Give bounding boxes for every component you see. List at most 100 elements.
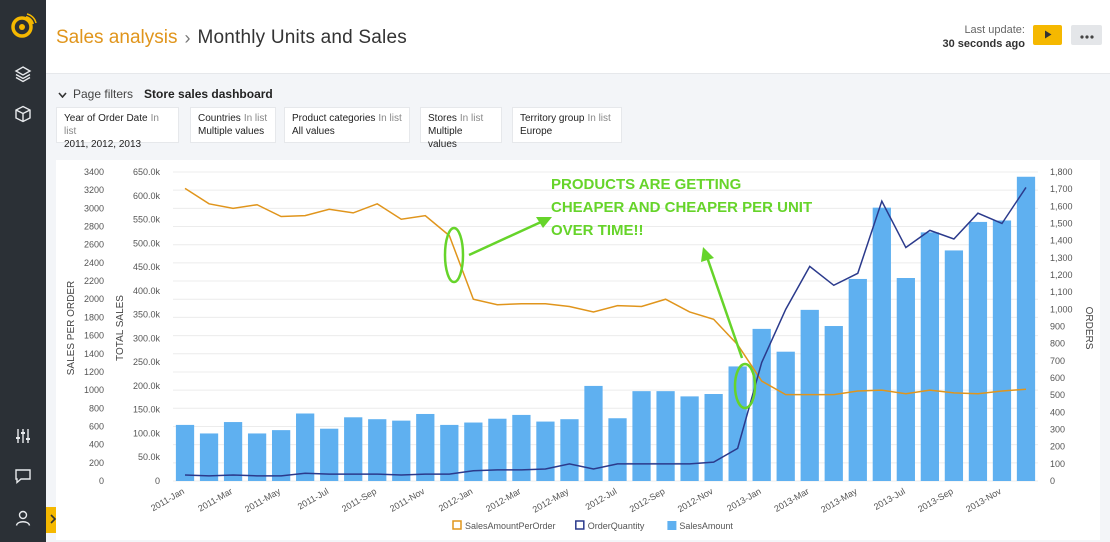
sales-amount-bar	[800, 309, 819, 481]
annotation-text: PRODUCTS ARE GETTING	[551, 176, 741, 193]
filter-card-countries[interactable]: Countries In list Multiple values	[190, 107, 276, 143]
total-sales-tick-label: 100.0k	[133, 428, 161, 438]
total-sales-tick-label: 450.0k	[133, 262, 161, 272]
sales-amount-bar	[416, 413, 435, 481]
filter-operator: In list	[64, 113, 159, 137]
last-update-label: Last update:	[964, 24, 1025, 36]
sales-per-order-tick-label: 1600	[84, 331, 104, 341]
orders-tick-label: 1,500	[1050, 219, 1073, 229]
sales-per-order-axis-title: SALES PER ORDER	[66, 281, 77, 375]
sales-amount-bar	[344, 417, 363, 481]
sales-amount-bar	[392, 420, 411, 481]
sales-amount-bar	[223, 422, 243, 481]
layers-icon[interactable]	[11, 62, 35, 86]
x-tick-label: 2013-Mar	[772, 486, 810, 514]
filter-name: Year of Order Date	[64, 113, 148, 124]
sales-amount-bar	[247, 433, 267, 481]
sales-amount-bar	[872, 207, 891, 481]
filter-value: Multiple values	[198, 126, 265, 137]
filter-value: 2011, 2012, 2013	[64, 139, 142, 150]
sales-amount-bar	[752, 328, 771, 481]
sales-per-order-tick-label: 1000	[84, 385, 104, 395]
sales-per-order-tick-label: 1200	[84, 367, 104, 377]
x-tick-label: 2011-Jan	[149, 486, 186, 513]
total-sales-tick-label: 550.0k	[133, 215, 161, 225]
highlight-ellipse	[443, 226, 465, 284]
x-tick-label: 2012-Jul	[584, 486, 619, 512]
chat-icon[interactable]	[11, 464, 35, 488]
x-tick-label: 2013-Jan	[725, 486, 763, 513]
page-filters-label: Page filters	[73, 87, 134, 101]
orders-tick-label: 300	[1050, 425, 1065, 435]
legend-swatch	[452, 520, 462, 530]
filter-card-year[interactable]: Year of Order Date In list 2011, 2012, 20…	[56, 107, 179, 150]
legend-label: SalesAmountPerOrder	[465, 521, 556, 531]
sidebar	[0, 0, 46, 542]
total-sales-tick-label: 650.0k	[133, 167, 161, 177]
x-tick-label: 2012-Mar	[484, 486, 522, 514]
total-sales-axis-title: TOTAL SALES	[115, 295, 126, 361]
filter-name: Stores	[428, 113, 457, 124]
sales-amount-bar	[440, 424, 459, 481]
orders-tick-label: 200	[1050, 442, 1065, 452]
sales-amount-bar	[848, 278, 867, 481]
play-button[interactable]	[1033, 25, 1062, 45]
sales-amount-bar	[920, 232, 940, 481]
breadcrumb-parent-link[interactable]: Sales analysis	[56, 27, 178, 48]
total-sales-tick-label: 300.0k	[133, 333, 161, 343]
x-tick-label: 2011-Nov	[388, 486, 427, 514]
orders-tick-label: 700	[1050, 356, 1065, 366]
sales-per-order-tick-label: 3400	[84, 167, 104, 177]
total-sales-tick-label: 350.0k	[133, 310, 161, 320]
monthly-units-sales-chart: 0200400600800100012001400160018002000220…	[66, 167, 1094, 531]
total-sales-tick-label: 0	[155, 476, 160, 486]
cube-icon[interactable]	[11, 102, 35, 126]
order-quantity-line	[184, 187, 1027, 477]
user-icon[interactable]	[11, 506, 35, 530]
orders-tick-label: 1,600	[1050, 201, 1073, 211]
sales-amount-bar	[728, 366, 747, 481]
filter-value: All values	[292, 126, 335, 137]
annotation-text: CHEAPER AND CHEAPER PER UNIT	[551, 199, 812, 216]
orders-tick-label: 0	[1050, 476, 1055, 486]
legend-swatch	[575, 520, 585, 530]
annotation-arrow	[705, 256, 744, 359]
sales-per-order-tick-label: 1400	[84, 349, 104, 359]
sales-amount-bar	[271, 430, 291, 481]
more-options-button[interactable]	[1071, 25, 1102, 45]
x-tick-label: 2013-Nov	[964, 486, 1003, 514]
sales-amount-bar	[680, 396, 699, 481]
orders-tick-label: 1,300	[1050, 253, 1073, 263]
filter-card-product-categories[interactable]: Product categories In list All values	[284, 107, 410, 143]
page-filters-toggle[interactable]: Page filters Store sales dashboard	[58, 87, 273, 101]
sliders-icon[interactable]	[11, 424, 35, 448]
x-tick-label: 2012-May	[531, 486, 571, 515]
orders-tick-label: 1,700	[1050, 184, 1073, 194]
sales-per-order-line	[184, 187, 1027, 396]
sales-per-order-tick-label: 0	[99, 476, 104, 486]
filter-card-stores[interactable]: Stores In list Multiple values	[420, 107, 502, 150]
orders-tick-label: 800	[1050, 339, 1065, 349]
orders-tick-label: 1,000	[1050, 304, 1073, 314]
filter-operator: In list	[243, 113, 268, 124]
x-tick-label: 2012-Nov	[676, 486, 715, 514]
sales-amount-bar	[992, 220, 1012, 481]
sales-per-order-tick-label: 3200	[84, 185, 104, 195]
header: Sales analysis › Monthly Units and Sales…	[46, 0, 1110, 74]
sales-per-order-tick-label: 2200	[84, 276, 104, 286]
legend-label: OrderQuantity	[588, 521, 645, 531]
breadcrumb: Sales analysis › Monthly Units and Sales	[56, 27, 407, 49]
page-title: Monthly Units and Sales	[197, 27, 407, 48]
total-sales-tick-label: 250.0k	[133, 357, 161, 367]
filter-name: Product categories	[292, 113, 376, 124]
sales-amount-bar	[296, 413, 315, 481]
sales-per-order-tick-label: 2600	[84, 240, 104, 250]
sales-amount-bar	[320, 428, 339, 481]
last-update-value: 30 seconds ago	[942, 38, 1025, 50]
sales-amount-bar	[464, 422, 483, 481]
x-tick-label: 2013-Sep	[916, 486, 955, 514]
chevron-down-icon	[58, 87, 67, 101]
filter-card-territory-group[interactable]: Territory group In list Europe	[512, 107, 622, 143]
logo-icon[interactable]	[9, 12, 37, 40]
filter-name: Countries	[198, 113, 241, 124]
